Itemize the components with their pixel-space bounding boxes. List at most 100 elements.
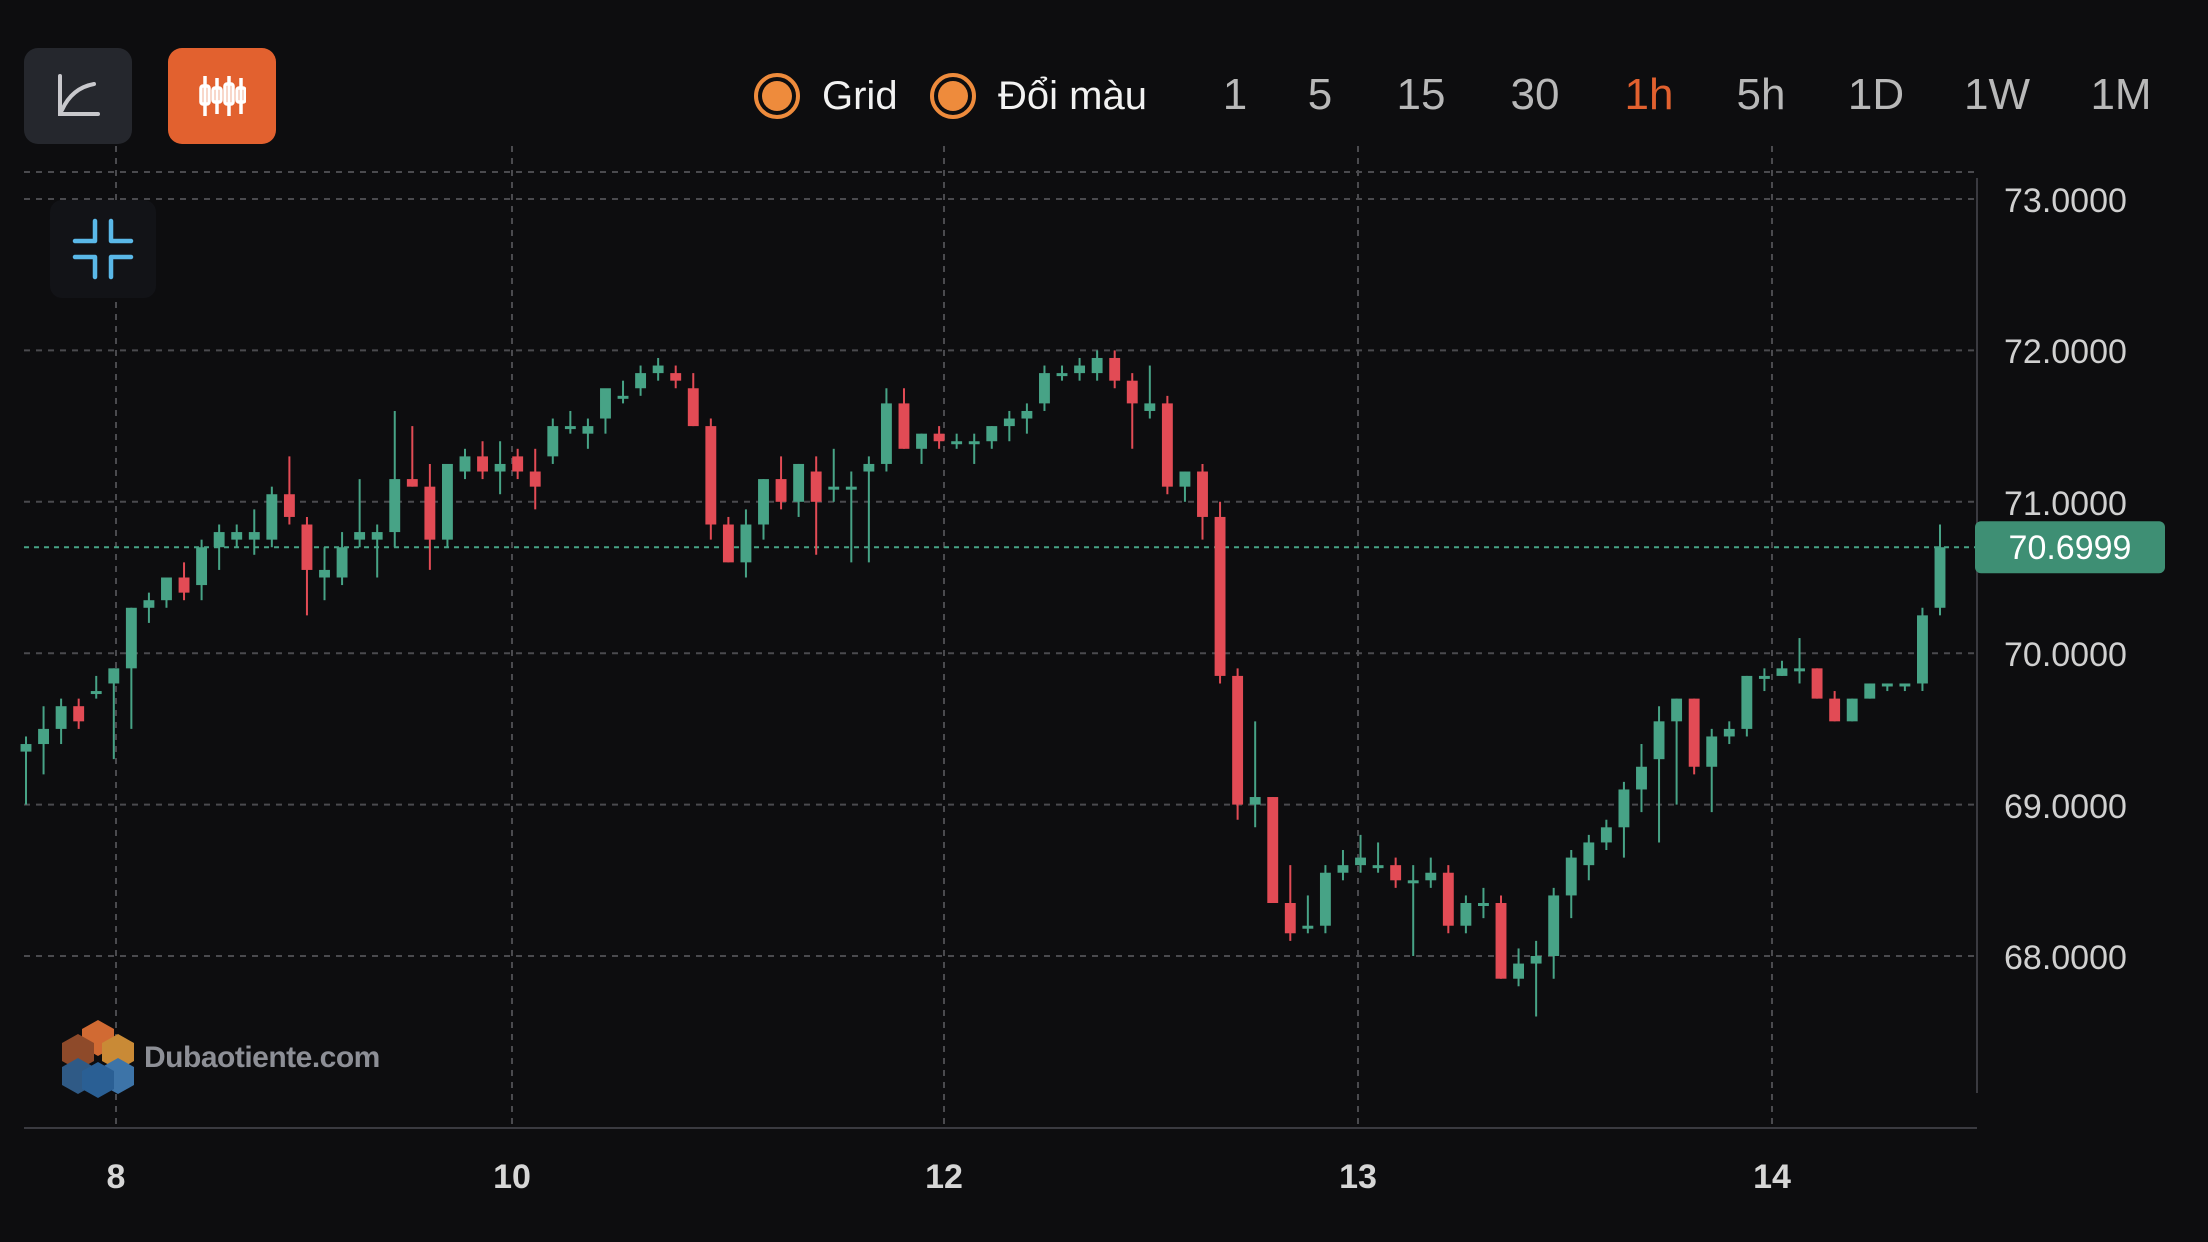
timeframe-1[interactable]: 1 bbox=[1222, 70, 1248, 119]
candle bbox=[161, 577, 172, 608]
candle-body bbox=[810, 471, 822, 502]
candle-body bbox=[968, 441, 980, 445]
grid-toggle-label: Grid bbox=[822, 73, 898, 118]
candle bbox=[178, 562, 190, 601]
candle bbox=[775, 456, 787, 510]
candle-body bbox=[354, 532, 366, 540]
timeframe-1m[interactable]: 1M bbox=[2090, 70, 2152, 119]
candle-body bbox=[951, 441, 963, 445]
candle bbox=[1337, 850, 1349, 881]
candle-body bbox=[1829, 698, 1841, 722]
candle bbox=[1319, 865, 1331, 934]
candle bbox=[1478, 887, 1489, 919]
candle-body bbox=[582, 426, 594, 434]
candle bbox=[512, 448, 524, 480]
candle bbox=[1003, 410, 1015, 442]
candle bbox=[898, 388, 910, 449]
candle bbox=[951, 433, 963, 449]
candle bbox=[1179, 471, 1191, 502]
candle-body bbox=[1232, 675, 1244, 805]
candle-body bbox=[477, 456, 488, 472]
candle bbox=[125, 607, 137, 729]
color-radio-icon bbox=[930, 73, 976, 119]
candle-body bbox=[828, 486, 840, 490]
timeframe-5h[interactable]: 5h bbox=[1736, 70, 1786, 119]
candle bbox=[319, 547, 330, 601]
candle-body bbox=[1460, 903, 1472, 926]
line-chart-button[interactable] bbox=[24, 48, 132, 144]
candle bbox=[213, 524, 225, 570]
candle bbox=[1811, 668, 1823, 699]
timeframe-1d[interactable]: 1D bbox=[1847, 70, 1905, 119]
candle bbox=[1267, 797, 1279, 904]
candle bbox=[1425, 857, 1437, 888]
candle-body bbox=[1284, 903, 1296, 934]
candle-body bbox=[1600, 827, 1612, 843]
candle-body bbox=[1671, 698, 1683, 722]
candle bbox=[547, 418, 559, 464]
collapse-arrows-icon bbox=[72, 218, 134, 280]
candle bbox=[1776, 660, 1788, 676]
candle bbox=[283, 456, 295, 525]
timeframe-30[interactable]: 30 bbox=[1510, 70, 1560, 119]
candle bbox=[1144, 365, 1156, 419]
candle-body bbox=[1003, 418, 1015, 427]
color-toggle[interactable]: Đổi màu bbox=[930, 68, 1147, 124]
grid-radio-icon bbox=[754, 73, 800, 119]
candle-body bbox=[1864, 683, 1876, 699]
candle bbox=[1565, 850, 1577, 919]
candle-body bbox=[1495, 903, 1507, 979]
collapse-button[interactable] bbox=[50, 200, 156, 298]
candle bbox=[810, 456, 822, 555]
y-tick-label: 70.0000 bbox=[2004, 636, 2127, 674]
candle-body bbox=[880, 403, 892, 464]
candle bbox=[1706, 728, 1718, 813]
candle-body bbox=[1442, 872, 1454, 926]
candle-body bbox=[1899, 683, 1911, 687]
candle bbox=[1513, 948, 1525, 987]
candle bbox=[1916, 607, 1928, 692]
candle-body bbox=[845, 486, 857, 490]
candle-body bbox=[1407, 880, 1419, 884]
timeframe-5[interactable]: 5 bbox=[1307, 70, 1333, 119]
candle-body bbox=[90, 691, 102, 695]
candle-body bbox=[108, 668, 120, 684]
candle-body bbox=[1565, 857, 1577, 896]
grid-toggle[interactable]: Grid bbox=[754, 68, 898, 124]
chart-axes: 73.0000 72.0000 71.0000 70.0000 69.0000 … bbox=[24, 178, 2127, 1196]
dubaotiente-logo-icon bbox=[62, 1020, 134, 1098]
candle-body bbox=[547, 426, 559, 457]
timeframe-1h[interactable]: 1h bbox=[1624, 70, 1674, 119]
timeframe-15[interactable]: 15 bbox=[1396, 70, 1446, 119]
candle-body bbox=[459, 456, 471, 472]
candle-body bbox=[863, 463, 875, 472]
candle bbox=[564, 410, 576, 434]
timeframe-1w[interactable]: 1W bbox=[1964, 70, 2030, 119]
x-tick-label: 10 bbox=[493, 1158, 531, 1196]
candle bbox=[1829, 691, 1841, 722]
candle bbox=[248, 509, 260, 555]
candle-body bbox=[1249, 797, 1261, 805]
candle bbox=[1109, 350, 1121, 389]
candle bbox=[986, 426, 998, 449]
candle-body bbox=[1267, 797, 1279, 904]
candle bbox=[406, 426, 418, 487]
candle bbox=[1372, 842, 1384, 873]
candle bbox=[20, 736, 32, 805]
candle-body bbox=[1355, 857, 1366, 866]
candle-body bbox=[705, 426, 717, 525]
candle-body bbox=[758, 479, 769, 525]
color-toggle-label: Đổi màu bbox=[998, 73, 1147, 118]
candle bbox=[1653, 706, 1665, 843]
candle-body bbox=[1021, 410, 1033, 419]
candle bbox=[1495, 895, 1507, 979]
candle-body bbox=[1513, 963, 1525, 979]
candle bbox=[740, 509, 752, 578]
candle-body bbox=[1758, 675, 1770, 679]
candle bbox=[459, 448, 471, 480]
candle-body bbox=[1302, 925, 1314, 929]
candlestick-button[interactable] bbox=[168, 48, 276, 144]
candle-body bbox=[1530, 956, 1542, 964]
candle-body bbox=[600, 388, 611, 419]
